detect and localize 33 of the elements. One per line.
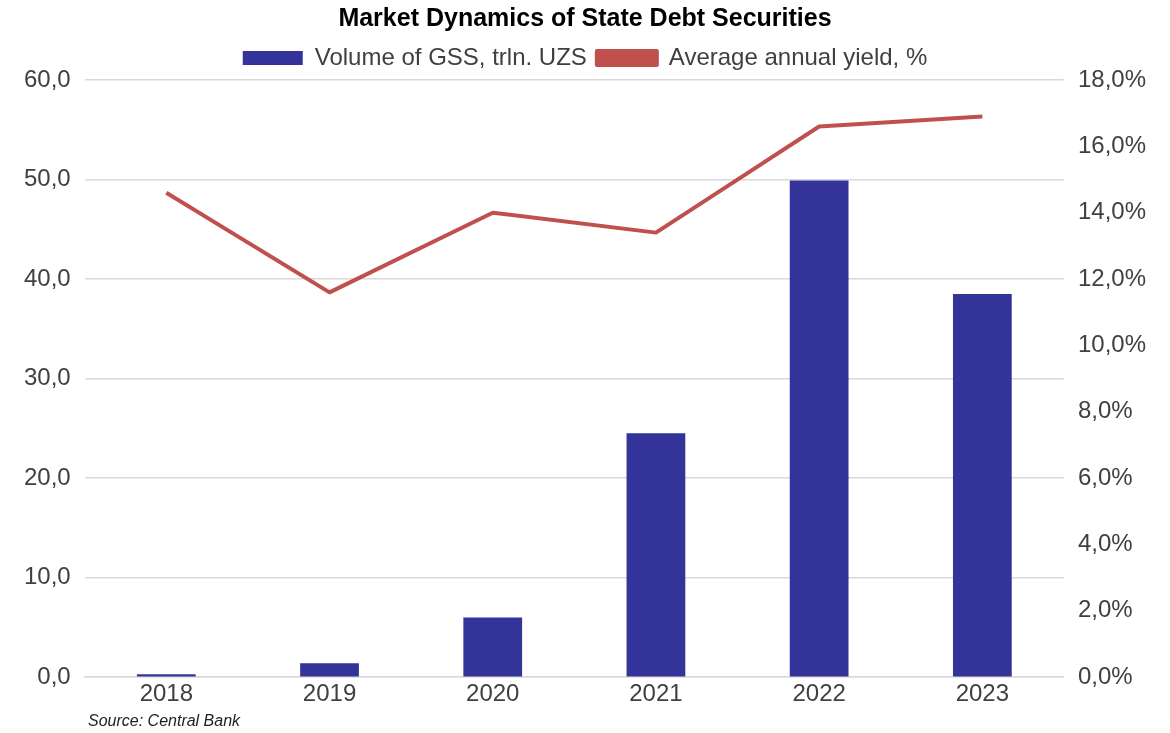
y2-tick-label: 6,0% bbox=[1077, 462, 1133, 490]
x-tick-label: 2022 bbox=[792, 679, 846, 707]
x-tick-label: 2018 bbox=[139, 679, 194, 707]
y-tick-label: 40,0 bbox=[23, 263, 71, 291]
y2-tick-label: 10,0% bbox=[1077, 330, 1147, 358]
y2-tick-label: 4,0% bbox=[1077, 529, 1133, 557]
x-tick-label: 2020 bbox=[466, 679, 520, 707]
legend-label: Volume of GSS, trln. UZS bbox=[314, 42, 587, 70]
y-tick-label: 10,0 bbox=[23, 562, 71, 590]
y-tick-label: 20,0 bbox=[23, 462, 71, 490]
y2-tick-label: 14,0% bbox=[1077, 197, 1147, 225]
y2-tick-label: 18,0% bbox=[1077, 64, 1147, 92]
y-tick-label: 50,0 bbox=[23, 164, 71, 192]
bar bbox=[789, 180, 849, 677]
y-tick-label: 30,0 bbox=[23, 363, 71, 391]
x-tick-label: 2019 bbox=[302, 679, 357, 707]
y2-tick-label: 0,0% bbox=[1077, 661, 1133, 689]
y-tick-label: 0,0 bbox=[37, 661, 71, 689]
bar bbox=[463, 617, 523, 677]
y2-tick-label: 8,0% bbox=[1077, 396, 1133, 424]
bar bbox=[626, 433, 686, 677]
chart-title: Market Dynamics of State Debt Securities bbox=[338, 2, 832, 31]
y-tick-label: 60,0 bbox=[23, 64, 71, 92]
x-tick-label: 2023 bbox=[955, 679, 1010, 707]
bar bbox=[136, 674, 196, 677]
bar bbox=[300, 663, 359, 677]
legend-label: Average annual yield, % bbox=[668, 42, 928, 70]
y2-tick-label: 2,0% bbox=[1077, 595, 1133, 623]
y2-tick-label: 16,0% bbox=[1077, 130, 1147, 158]
y2-tick-label: 12,0% bbox=[1077, 263, 1147, 291]
bar bbox=[952, 294, 1012, 677]
source-note: Source: Central Bank bbox=[88, 712, 241, 730]
x-tick-label: 2021 bbox=[629, 679, 683, 707]
